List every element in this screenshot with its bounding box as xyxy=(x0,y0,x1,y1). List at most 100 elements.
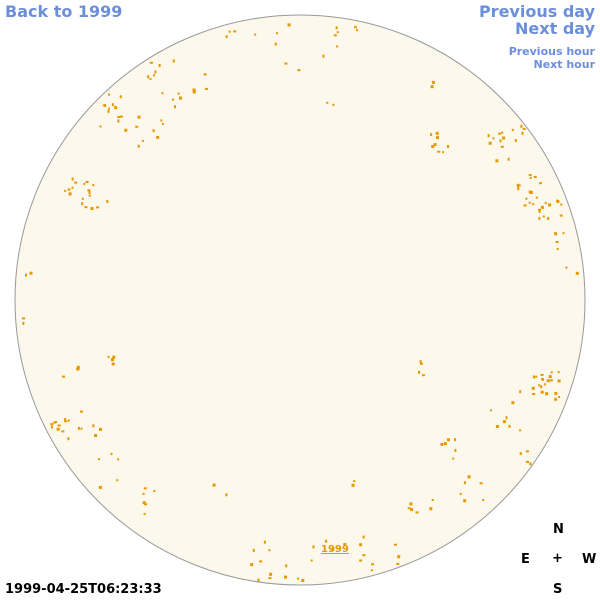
feature-marker xyxy=(68,192,72,196)
feature-marker xyxy=(53,421,57,424)
feature-marker xyxy=(419,360,422,364)
feature-marker xyxy=(354,26,357,29)
feature-marker xyxy=(332,103,335,106)
feature-marker xyxy=(102,104,105,107)
feature-marker xyxy=(152,129,155,133)
feature-marker xyxy=(142,501,146,505)
feature-marker xyxy=(454,448,457,452)
feature-marker xyxy=(172,59,175,63)
feature-marker xyxy=(526,460,529,463)
feature-marker xyxy=(81,197,84,200)
feature-marker xyxy=(124,128,128,132)
feature-marker xyxy=(538,216,541,220)
feature-marker xyxy=(356,29,358,32)
feature-marker xyxy=(407,507,411,510)
feature-marker xyxy=(111,103,114,107)
feature-marker xyxy=(501,131,504,134)
feature-marker xyxy=(453,438,456,442)
feature-marker xyxy=(343,543,347,546)
feature-marker xyxy=(420,362,423,365)
feature-marker xyxy=(555,241,559,243)
feature-marker xyxy=(80,427,83,430)
feature-marker xyxy=(562,232,565,235)
feature-marker xyxy=(421,374,425,377)
feature-marker xyxy=(335,26,338,30)
feature-marker xyxy=(276,32,278,35)
feature-marker xyxy=(557,379,561,383)
feature-marker xyxy=(532,203,535,206)
feature-marker xyxy=(81,202,84,206)
feature-marker xyxy=(263,540,266,544)
feature-marker xyxy=(64,418,67,422)
feature-marker xyxy=(443,442,447,446)
feature-marker xyxy=(153,490,156,492)
feature-marker xyxy=(418,370,421,374)
feature-marker xyxy=(514,139,517,142)
feature-marker xyxy=(160,119,163,122)
feature-marker xyxy=(252,548,255,552)
feature-marker xyxy=(396,562,400,565)
feature-marker xyxy=(529,462,532,466)
feature-marker xyxy=(156,135,160,139)
previous-day-link[interactable]: Previous day xyxy=(478,2,595,21)
feature-marker xyxy=(110,452,113,455)
feature-marker xyxy=(64,189,67,192)
back-to-year-link[interactable]: Back to 1999 xyxy=(5,2,123,21)
feature-marker xyxy=(371,563,375,566)
feature-marker xyxy=(495,159,499,163)
feature-marker xyxy=(459,492,462,495)
feature-marker xyxy=(177,92,180,95)
feature-marker xyxy=(528,190,532,194)
next-hour-link[interactable]: Next hour xyxy=(533,58,596,71)
previous-hour-link[interactable]: Previous hour xyxy=(508,45,595,58)
feature-marker xyxy=(522,127,526,130)
compass-south: S xyxy=(553,582,563,597)
feature-marker xyxy=(558,396,561,398)
feature-marker xyxy=(540,373,544,376)
feature-marker xyxy=(274,42,277,46)
feature-marker xyxy=(114,106,118,110)
feature-marker xyxy=(540,390,544,394)
feature-marker xyxy=(548,375,552,379)
feature-marker xyxy=(268,549,271,552)
feature-marker xyxy=(500,145,504,148)
next-day-link[interactable]: Next day xyxy=(515,19,595,38)
feature-marker xyxy=(325,539,328,543)
feature-marker xyxy=(575,271,579,275)
feature-marker xyxy=(297,69,301,72)
feature-marker xyxy=(204,87,208,90)
feature-marker xyxy=(479,482,483,485)
feature-marker xyxy=(106,200,109,203)
feature-marker xyxy=(85,181,89,183)
feature-marker xyxy=(76,365,80,369)
feature-marker xyxy=(233,30,237,33)
feature-marker xyxy=(149,78,152,80)
feature-marker xyxy=(446,438,450,442)
feature-marker xyxy=(505,416,508,420)
feature-marker xyxy=(67,419,70,422)
feature-marker xyxy=(312,545,315,549)
feature-marker xyxy=(517,187,520,191)
feature-marker xyxy=(22,317,25,320)
feature-marker xyxy=(529,177,532,179)
feature-marker xyxy=(67,188,71,191)
feature-marker xyxy=(435,131,439,135)
feature-marker xyxy=(71,186,74,189)
year-link[interactable]: 1999 xyxy=(321,544,349,555)
feature-marker xyxy=(521,131,524,135)
observation-timestamp: 1999-04-25T06:23:33 xyxy=(5,582,162,597)
feature-marker xyxy=(301,579,305,582)
feature-marker xyxy=(29,271,33,275)
feature-marker xyxy=(447,145,449,148)
feature-marker xyxy=(489,409,492,412)
feature-marker xyxy=(554,391,558,395)
feature-marker xyxy=(87,189,91,192)
feature-marker xyxy=(326,101,329,104)
feature-marker xyxy=(511,128,514,131)
feature-marker xyxy=(545,392,549,396)
feature-marker xyxy=(492,137,495,140)
feature-marker xyxy=(285,564,288,568)
feature-marker xyxy=(511,401,515,405)
feature-marker xyxy=(77,426,80,430)
